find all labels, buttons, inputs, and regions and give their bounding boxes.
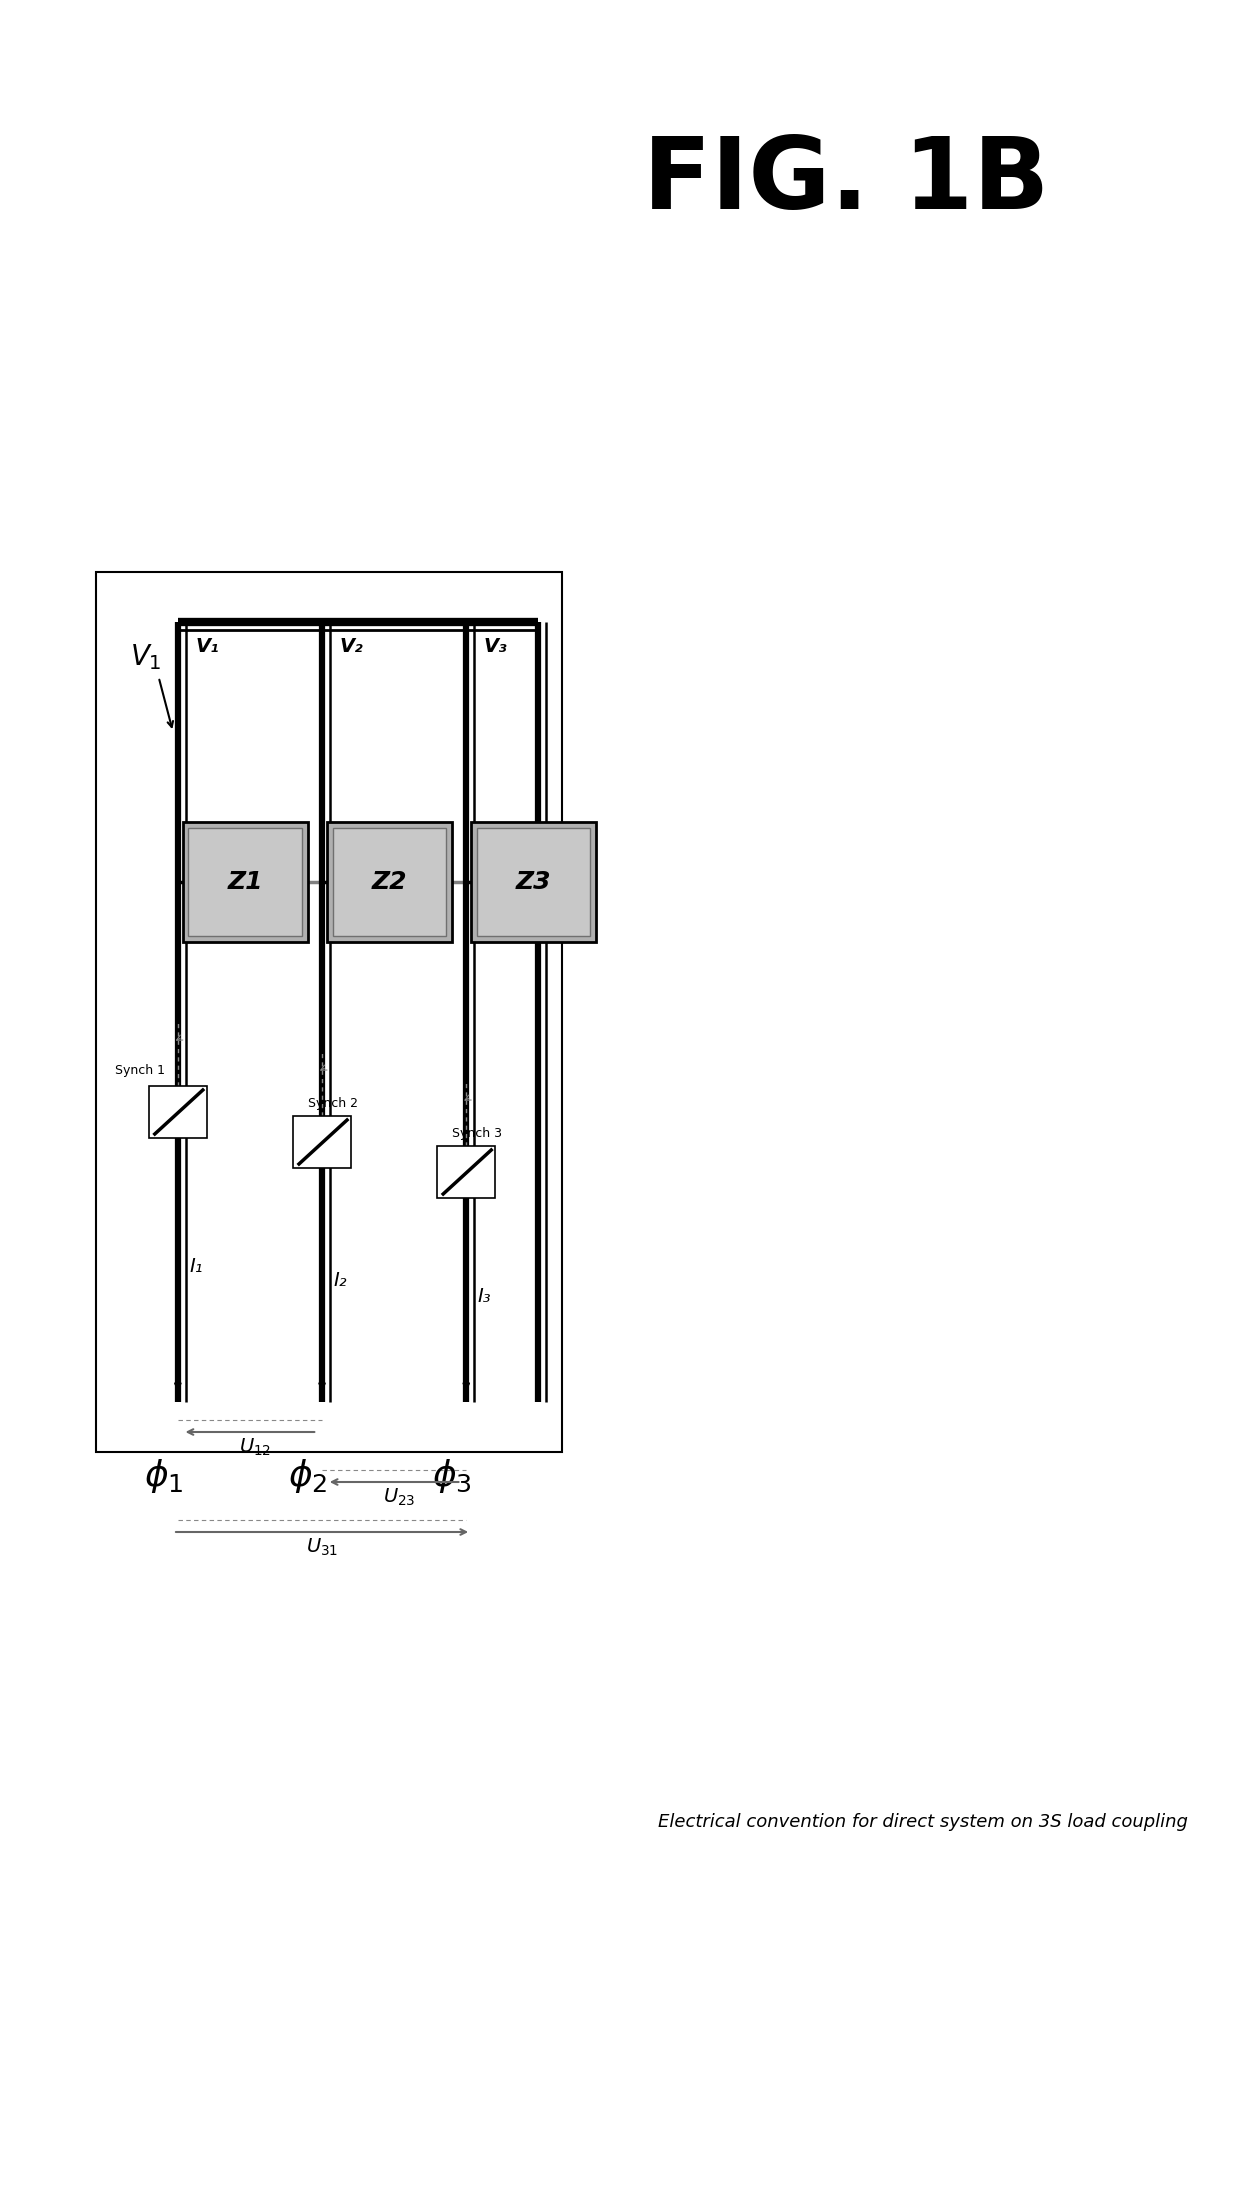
Bar [182,821,308,942]
Text: V₂: V₂ [340,636,363,656]
Text: Synch 2: Synch 2 [308,1097,357,1110]
Text: $\phi_1$: $\phi_1$ [144,1458,184,1495]
Bar [438,1145,495,1198]
Text: $U_{31}$: $U_{31}$ [306,1537,339,1559]
Bar [293,1116,351,1167]
Text: V₁: V₁ [195,636,218,656]
Text: I₂: I₂ [334,1271,347,1290]
Text: $\phi_3$: $\phi_3$ [432,1458,471,1495]
Text: V₃: V₃ [484,636,507,656]
Text: $V_1$: $V_1$ [130,643,161,672]
Text: Electrical convention for direct system on 3S load coupling: Electrical convention for direct system … [658,1812,1188,1832]
Text: I₁: I₁ [190,1257,203,1275]
Bar [471,821,596,942]
Bar [477,828,590,936]
Text: Z1: Z1 [227,870,263,894]
Bar [97,573,563,1451]
Text: Synch 3: Synch 3 [451,1127,502,1141]
Text: $U_{23}$: $U_{23}$ [383,1486,415,1508]
Text: Z2: Z2 [372,870,407,894]
Bar [332,828,446,936]
Text: $\phi_2$: $\phi_2$ [288,1458,327,1495]
Text: Z3: Z3 [516,870,552,894]
Text: I₃: I₃ [477,1286,491,1306]
Bar [149,1086,207,1138]
Text: $U_{12}$: $U_{12}$ [238,1438,270,1458]
Bar [327,821,451,942]
Bar [188,828,301,936]
Text: FIG. 1B: FIG. 1B [642,134,1049,231]
Text: Synch 1: Synch 1 [115,1064,165,1077]
